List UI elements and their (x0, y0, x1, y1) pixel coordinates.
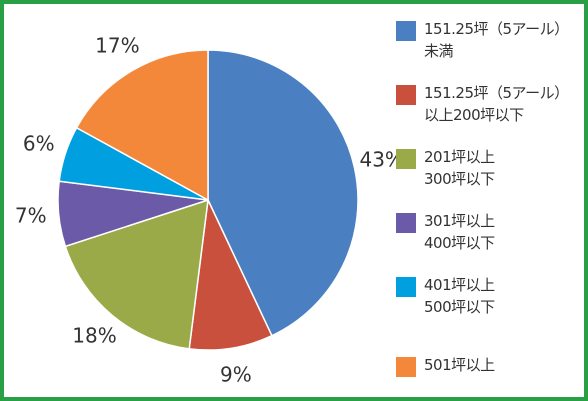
legend-label: 501坪以上 (424, 356, 495, 374)
pie-slice (64, 198, 209, 350)
legend-label: 301坪以上 400坪以下 (424, 212, 495, 252)
data-label: 18% (72, 324, 116, 348)
legend-swatch (396, 277, 416, 297)
legend-item: 501坪以上 (396, 354, 495, 377)
legend-swatch (396, 213, 416, 233)
data-label: 7% (15, 203, 47, 227)
data-label: 17% (95, 33, 139, 57)
pie-slice (75, 49, 209, 202)
data-label: 9% (220, 362, 252, 386)
data-label: 6% (23, 131, 55, 155)
legend-label: 151.25坪（5アール） 未満 (424, 20, 569, 60)
legend-item: 201坪以上 300坪以下 (396, 146, 495, 190)
legend-swatch (396, 21, 416, 41)
legend-swatch (396, 149, 416, 169)
legend-item: 151.25坪（5アール） 以上200坪以下 (396, 82, 569, 126)
legend-item: 151.25坪（5アール） 未満 (396, 18, 569, 62)
legend-swatch (396, 357, 416, 377)
pie-slice (207, 49, 359, 337)
legend-item: 301坪以上 400坪以下 (396, 210, 495, 254)
legend-item: 401坪以上 500坪以下 (396, 274, 495, 318)
legend-swatch (396, 85, 416, 105)
legend-label: 401坪以上 500坪以下 (424, 276, 495, 316)
legend-label: 201坪以上 300坪以下 (424, 148, 495, 188)
pie-area: 43%9%18%7%6%17% (15, 33, 404, 386)
pie-slice (188, 197, 273, 351)
legend-label: 151.25坪（5アール） 以上200坪以下 (424, 84, 569, 124)
